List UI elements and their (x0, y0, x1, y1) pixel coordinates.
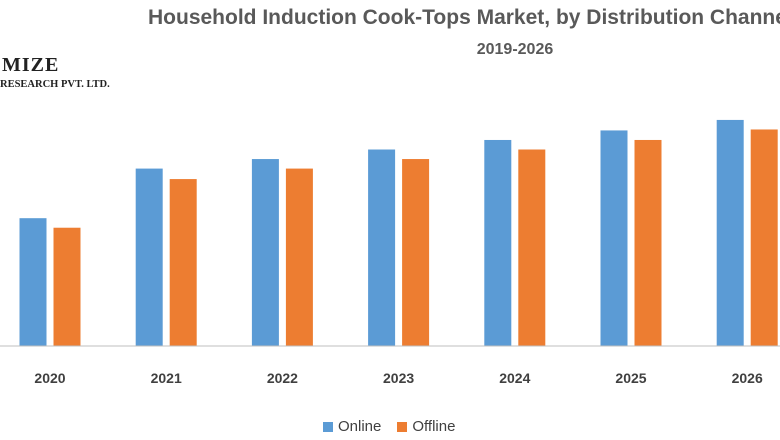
bar-offline-2025 (634, 139, 662, 346)
bar-offline-2023 (402, 159, 430, 346)
legend-swatch-online (323, 421, 333, 432)
bar-offline-2022 (285, 168, 313, 346)
bar-online-2024 (484, 139, 512, 346)
legend-label-online: Online (338, 418, 382, 435)
bar-group (19, 119, 778, 346)
bar-online-2023 (368, 149, 396, 346)
legend-item-offline: Offline (397, 418, 455, 435)
bar-online-2026 (716, 119, 744, 346)
x-tick-label-2023: 2023 (383, 370, 414, 386)
x-tick-label-2020: 2020 (34, 370, 65, 386)
x-tick-label-2026: 2026 (732, 370, 763, 386)
bar-offline-2021 (169, 179, 197, 346)
x-tick-label-2022: 2022 (267, 370, 298, 386)
bar-online-2020 (19, 218, 47, 346)
company-logo-subtext: RESEARCH PVT. LTD. (0, 79, 110, 90)
bar-offline-2024 (518, 149, 546, 346)
x-tick-labels: 2020 2021 2022 2023 2024 2025 2026 (34, 370, 763, 386)
legend-label-offline: Offline (412, 418, 456, 435)
bar-offline-2020 (53, 227, 81, 346)
x-tick-label-2024: 2024 (499, 370, 530, 386)
bar-online-2022 (251, 159, 279, 346)
chart-subtitle: 2019-2026 (476, 41, 554, 58)
bar-online-2021 (135, 168, 163, 346)
company-logo-text: MIZE (2, 54, 60, 76)
chart-legend: Online Offline (323, 418, 471, 435)
bar-online-2025 (600, 130, 628, 346)
bar-offline-2026 (750, 129, 778, 346)
legend-item-online: Online (323, 418, 381, 435)
x-tick-label-2021: 2021 (151, 370, 182, 386)
x-tick-label-2025: 2025 (615, 370, 646, 386)
legend-swatch-offline (397, 421, 408, 432)
chart-title: Household Induction Cook-Tops Market, by… (148, 6, 780, 29)
